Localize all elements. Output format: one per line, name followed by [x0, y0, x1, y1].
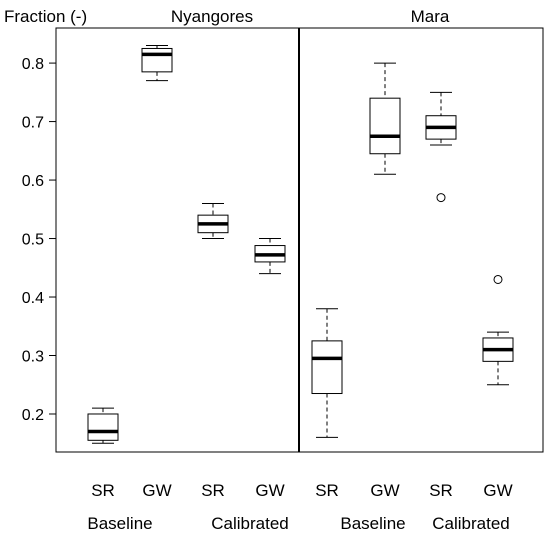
- box-1-1: [369, 62, 401, 175]
- box-0-2: [197, 202, 229, 240]
- panel-1: Mara SR GW SR GW Baseline Calibrated: [311, 7, 514, 533]
- group-label: Calibrated: [211, 514, 289, 533]
- box-1-3: [482, 274, 514, 386]
- box-0-1: [141, 45, 173, 82]
- outlier-point: [436, 193, 446, 203]
- box-0-3: [254, 238, 286, 275]
- category-label: SR: [429, 481, 453, 500]
- iqr-box: [369, 97, 401, 155]
- category-label: GW: [255, 481, 284, 500]
- group-label: Baseline: [340, 514, 405, 533]
- y-tick-label: 0.3: [22, 349, 44, 366]
- y-tick-label: 0.6: [22, 173, 44, 190]
- y-tick-label: 0.2: [22, 407, 44, 424]
- category-label: SR: [91, 481, 115, 500]
- box-1-2: [425, 91, 457, 203]
- category-label: SR: [201, 481, 225, 500]
- category-label: GW: [370, 481, 399, 500]
- y-axis: 0.2 0.3 0.4 0.5 0.6 0.7 0.8: [22, 56, 56, 424]
- y-tick-label: 0.4: [22, 290, 44, 307]
- box-0-0: [87, 407, 119, 444]
- panel-title: Mara: [411, 7, 450, 26]
- iqr-box: [87, 413, 119, 441]
- category-label: GW: [142, 481, 171, 500]
- iqr-box: [141, 47, 173, 73]
- panels: Nyangores SR GW SR GW Baseline Calibrated Mara S…: [55, 7, 544, 533]
- y-tick-label: 0.5: [22, 232, 44, 249]
- outlier-point: [493, 274, 503, 284]
- panel-0: Nyangores SR GW SR GW Baseline Calibrated: [87, 7, 288, 533]
- iqr-box: [311, 340, 343, 395]
- group-label: Baseline: [87, 514, 152, 533]
- category-label: GW: [483, 481, 512, 500]
- category-label: SR: [315, 481, 339, 500]
- y-tick-label: 0.7: [22, 115, 44, 132]
- panel-title: Nyangores: [171, 7, 253, 26]
- y-tick-label: 0.8: [22, 56, 44, 73]
- group-label: Calibrated: [432, 514, 510, 533]
- box-1-0: [311, 308, 343, 438]
- y-axis-label: Fraction (-): [4, 7, 87, 26]
